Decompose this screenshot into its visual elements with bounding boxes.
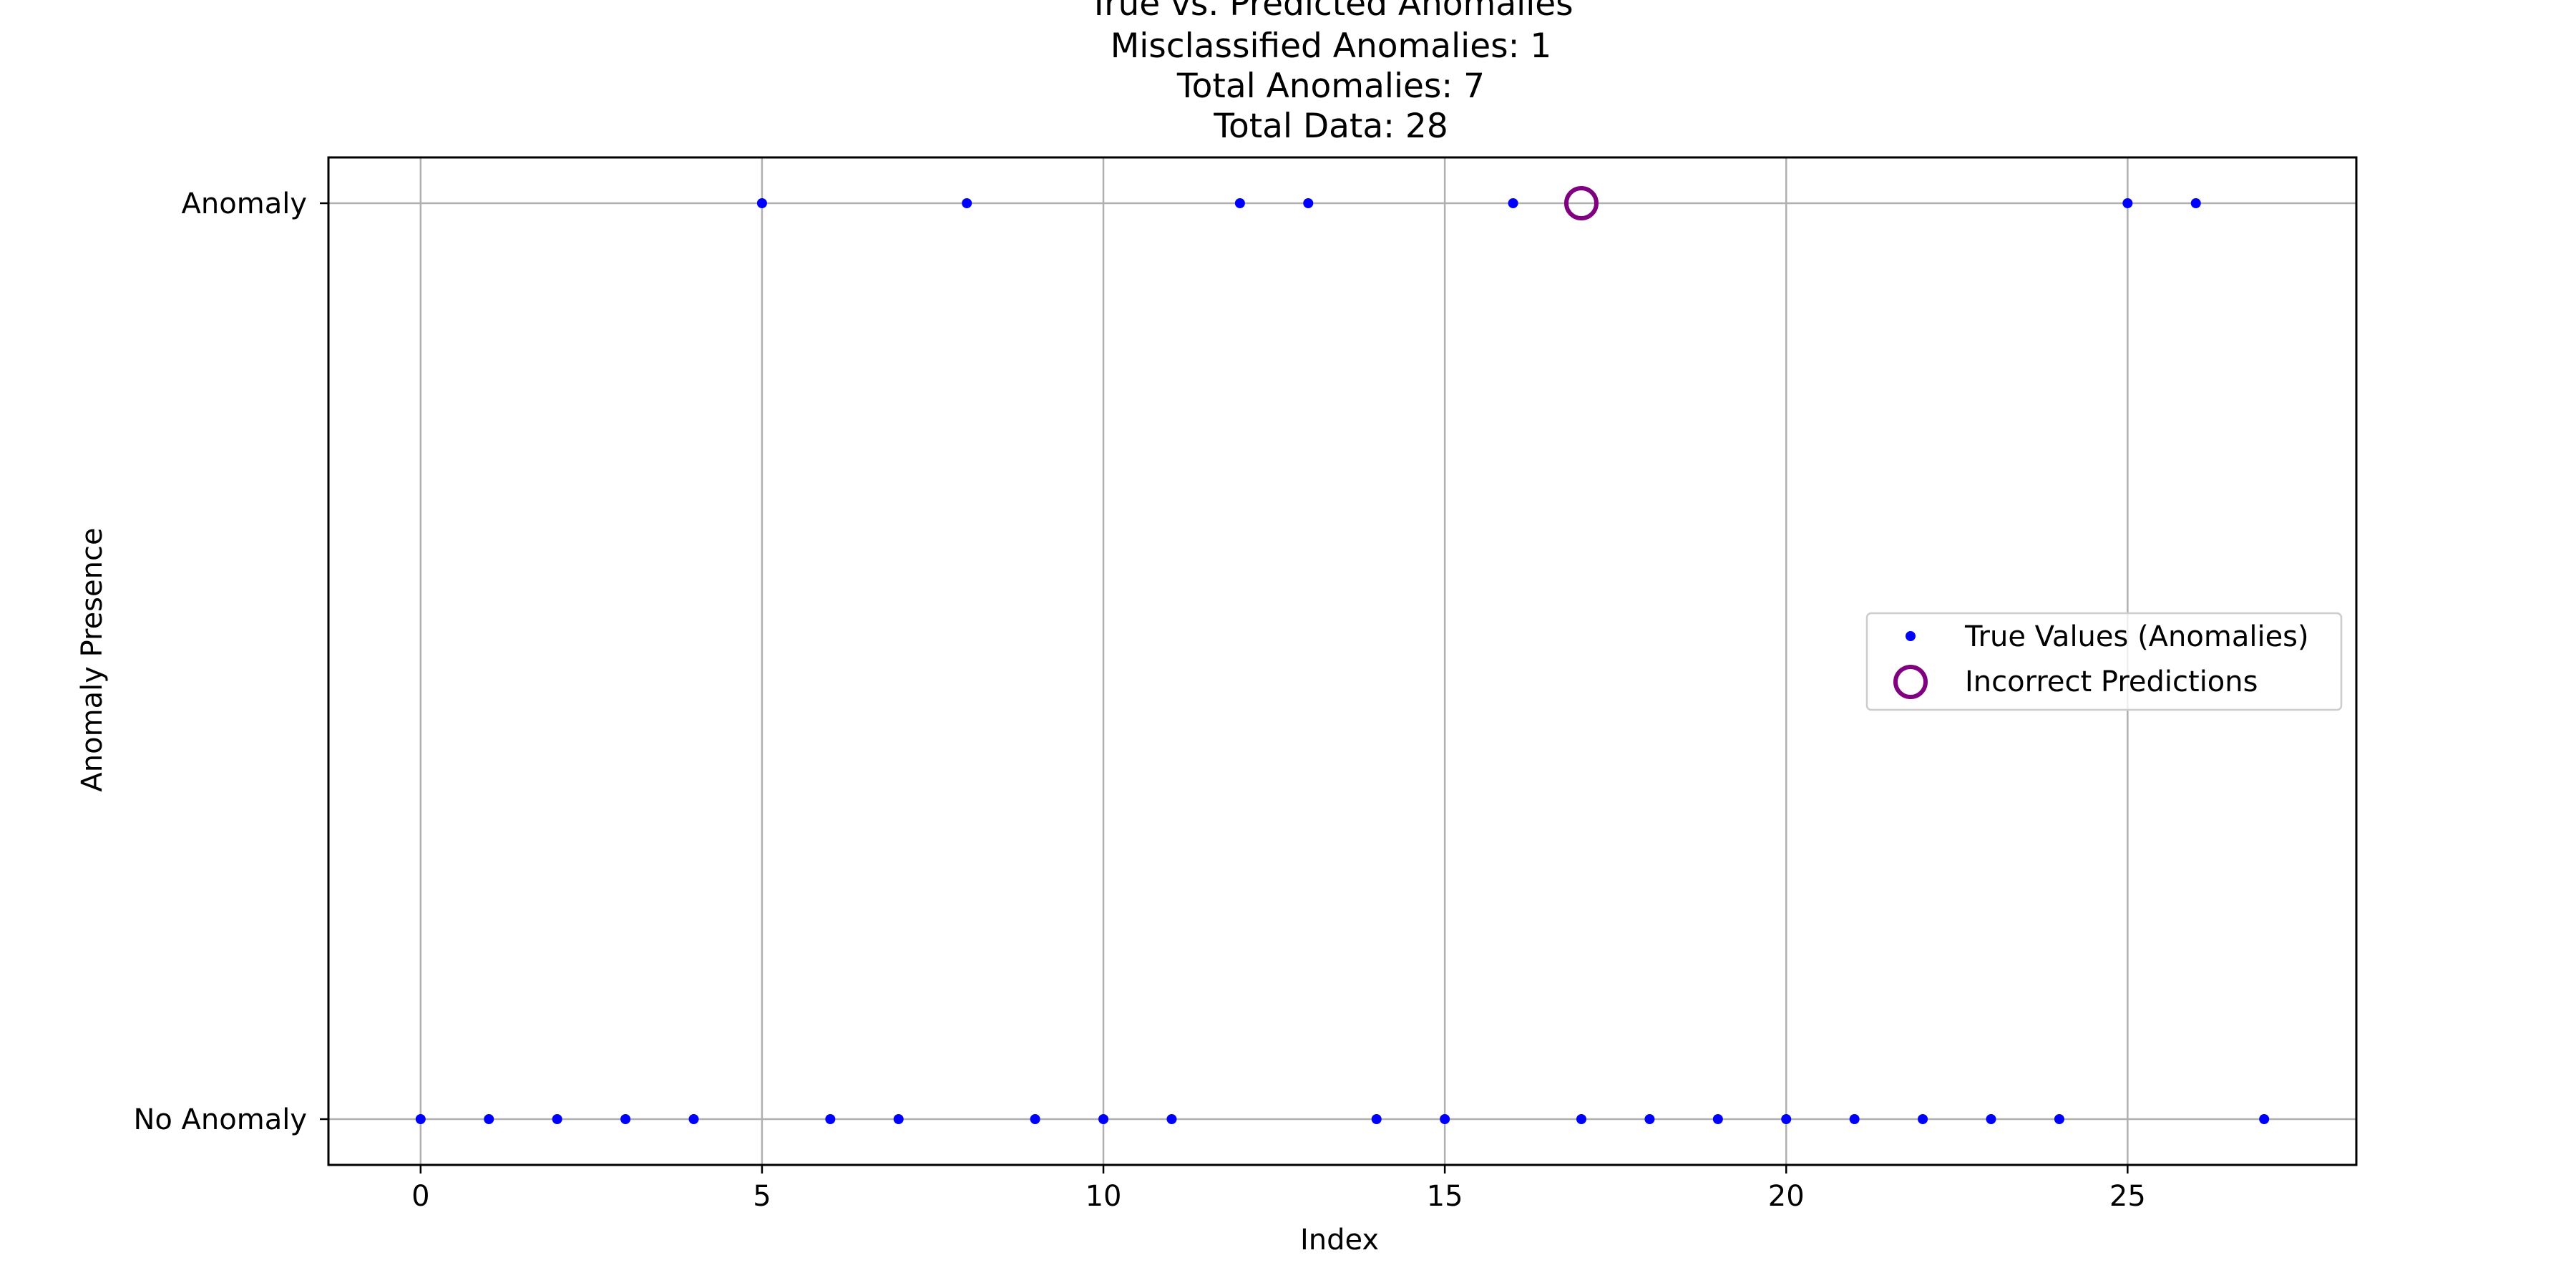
true-value-point (2259, 1114, 2270, 1124)
x-tick-label: 0 (411, 1180, 429, 1213)
data-points (415, 186, 2270, 1124)
true-value-point (620, 1114, 631, 1124)
legend: True Values (Anomalies) Incorrect Predic… (1865, 612, 2343, 711)
true-value-point (1918, 1114, 1928, 1124)
true-value-point (1576, 1114, 1586, 1124)
true-value-point (1508, 198, 1518, 208)
true-value-point (1030, 1114, 1040, 1124)
x-axis-label: Index (1300, 1224, 1379, 1257)
true-value-point (893, 1114, 904, 1124)
legend-true-values-marker (1906, 631, 1916, 641)
true-value-point (825, 1114, 836, 1124)
incorrect-prediction-marker (1563, 186, 1599, 220)
true-value-point (1781, 1114, 1792, 1124)
true-value-point (962, 198, 972, 208)
true-value-point (2054, 1114, 2064, 1124)
true-value-point (1849, 1114, 1860, 1124)
y-axis-label: Anomaly Presence (76, 527, 109, 791)
tick-labels: 0 5 10 15 20 25 No Anomaly Anomaly (133, 187, 2145, 1213)
title-line-2: Misclassified Anomalies: 1 (1111, 26, 1552, 66)
true-value-point (1166, 1114, 1177, 1124)
true-value-point (552, 1114, 562, 1124)
true-value-point (484, 1114, 494, 1124)
x-tick-label: 25 (2109, 1180, 2146, 1213)
title-line-1: True vs. Predicted Anomalies (1088, 0, 1573, 24)
true-value-point (2190, 198, 2201, 208)
x-tick-label: 10 (1085, 1180, 1122, 1213)
true-value-point (1440, 1114, 1450, 1124)
true-value-point (2122, 198, 2133, 208)
x-tick-label: 15 (1427, 1180, 1463, 1213)
legend-true-values-label: True Values (Anomalies) (1964, 620, 2309, 653)
y-tick-label: No Anomaly (133, 1103, 307, 1136)
y-tick-label: Anomaly (182, 187, 307, 220)
plot-frame (327, 156, 2358, 1166)
x-tick-label: 5 (753, 1180, 771, 1213)
title-line-3: Total Anomalies: 7 (1176, 67, 1485, 106)
axis-ticks (320, 202, 2129, 1174)
x-tick-label: 20 (1768, 1180, 1805, 1213)
title-line-4: Total Data: 28 (1213, 107, 1448, 146)
legend-incorrect-predictions-marker (1893, 665, 1928, 699)
true-value-point (688, 1114, 699, 1124)
true-value-point (1986, 1114, 1996, 1124)
true-value-point (1371, 1114, 1382, 1124)
true-value-point (1234, 198, 1245, 208)
true-value-point (1712, 1114, 1723, 1124)
true-value-point (1098, 1114, 1109, 1124)
true-value-point (415, 1114, 426, 1124)
true-value-point (1644, 1114, 1655, 1124)
chart-title: True vs. Predicted Anomalies Misclassifi… (1088, 0, 1573, 146)
legend-incorrect-predictions-label: Incorrect Predictions (1965, 665, 2258, 698)
legend-frame (1865, 612, 2343, 711)
true-value-point (756, 198, 767, 208)
grid-lines (328, 157, 2356, 1165)
true-value-point (1303, 198, 1314, 208)
